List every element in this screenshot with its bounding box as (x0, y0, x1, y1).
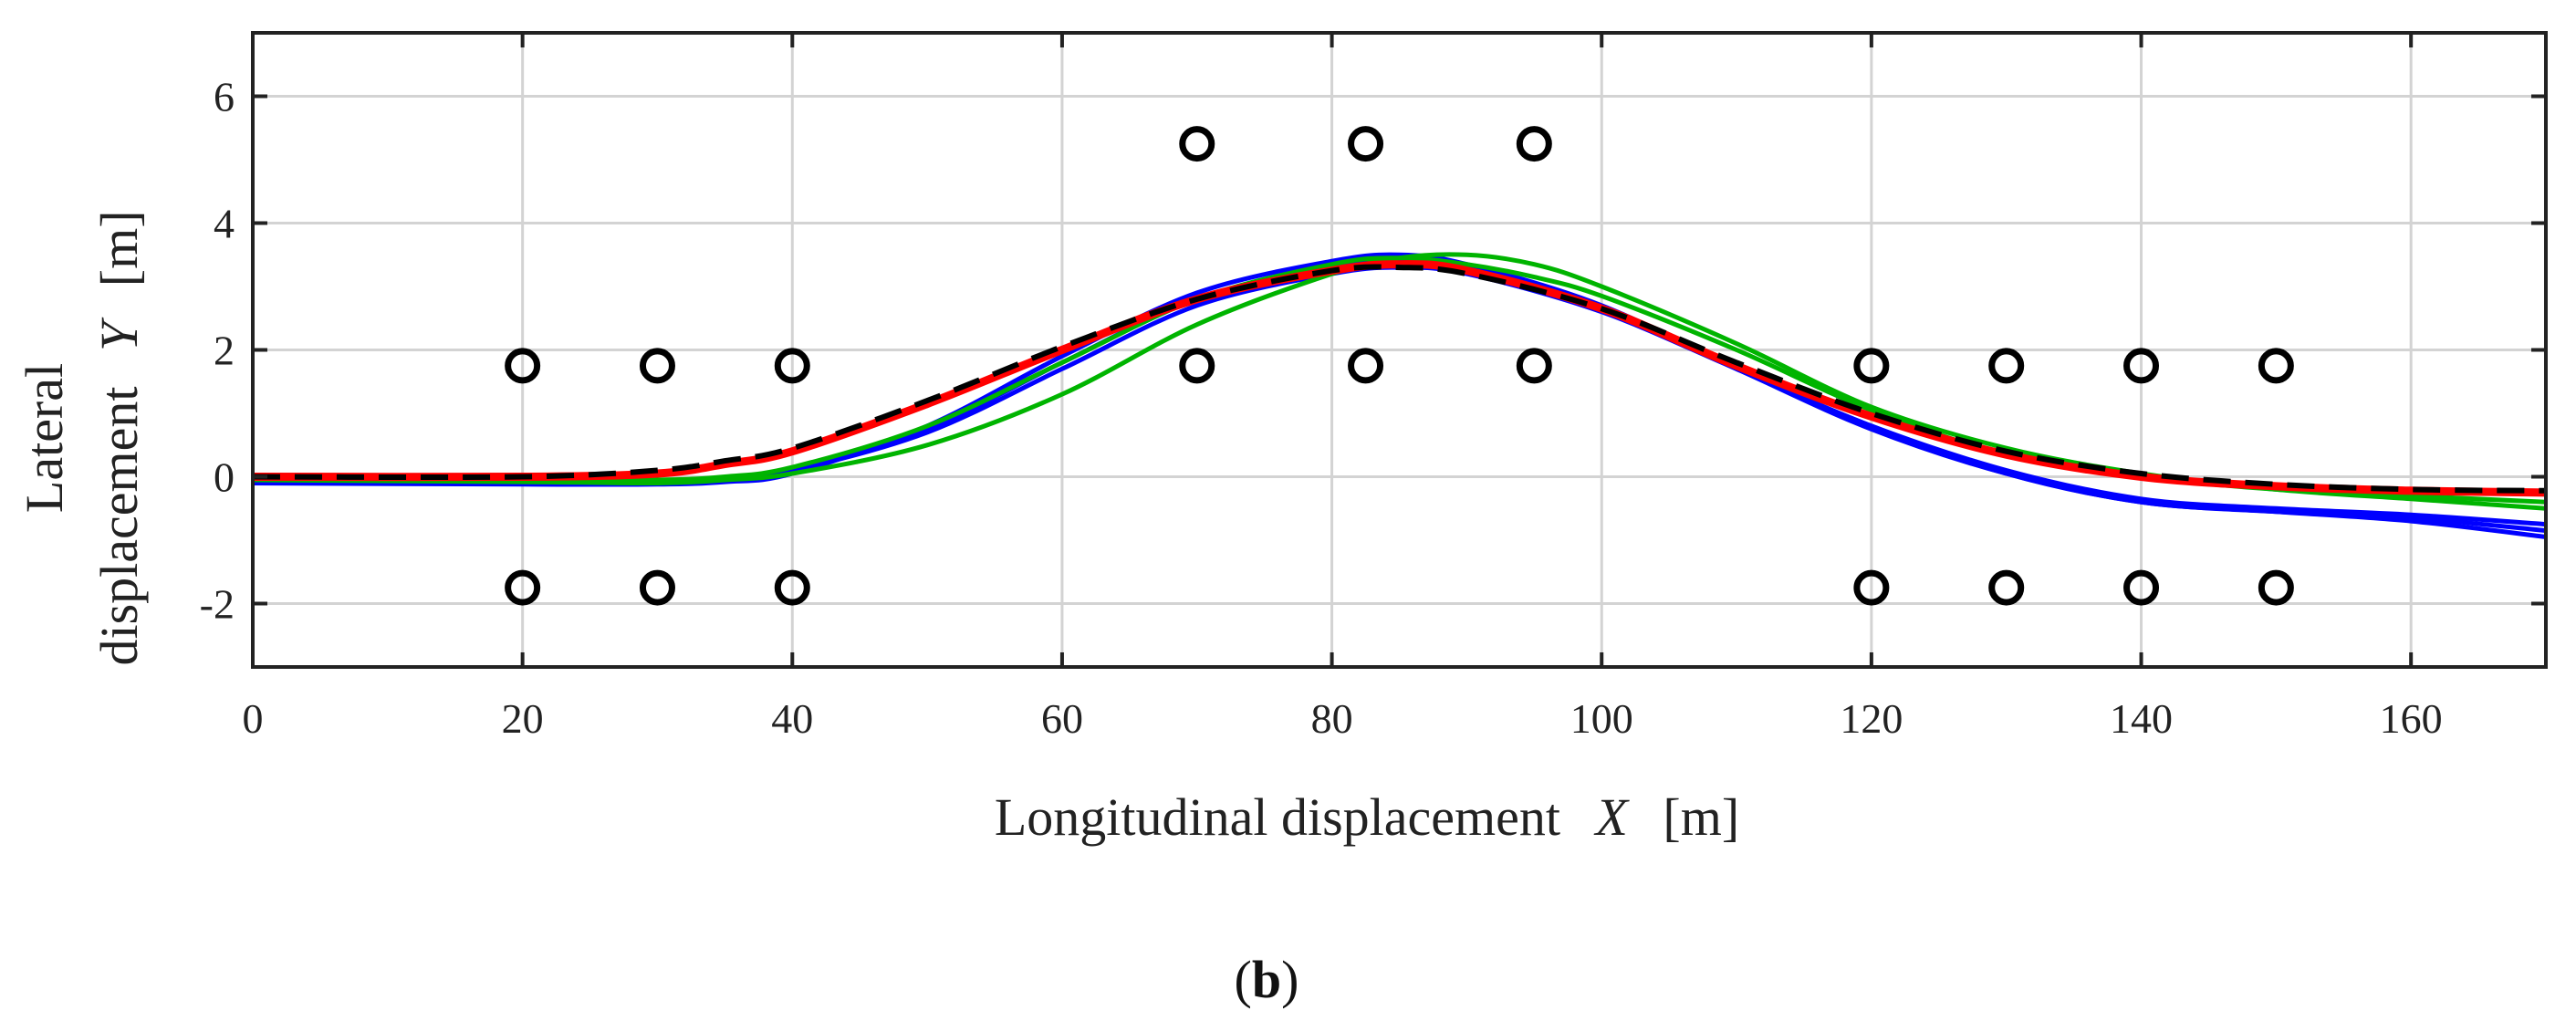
series-line-red (252, 260, 2547, 497)
x-axis-label-symbol: X (1593, 787, 1630, 847)
series-line-green-1 (252, 252, 2547, 511)
cone-marker (1988, 348, 2025, 384)
cone-marker (2123, 348, 2160, 384)
cone-marker (2258, 569, 2294, 606)
cone-marker (1516, 348, 1552, 384)
series-line-black-dashed (252, 264, 2547, 494)
cone-marker (505, 569, 541, 606)
cone-marker (1179, 348, 1215, 384)
y-tick-label: 4 (214, 201, 235, 247)
cone-marker (774, 348, 810, 384)
y-tick-label: 6 (214, 74, 235, 120)
x-tick-label: 120 (1840, 695, 1903, 742)
y-tick-label: 0 (214, 454, 235, 501)
caption-open: ( (1235, 950, 1252, 1009)
x-tick-label: 160 (2380, 695, 2443, 742)
cone-marker (774, 569, 810, 606)
cone-marker (1516, 126, 1552, 162)
x-tick-label: 20 (502, 695, 544, 742)
cone-marker (1853, 569, 1890, 606)
y-tick-label: 2 (214, 328, 235, 374)
x-axis-label-unit: [m] (1663, 787, 1739, 847)
y-axis-label-line2: displacement Y [m] (89, 210, 149, 665)
caption-letter: b (1252, 950, 1281, 1009)
figure-caption: (b) (1235, 950, 1299, 1009)
cone-marker (1179, 126, 1215, 162)
y-tick-label: -2 (200, 581, 235, 628)
x-axis-label-prefix: Longitudinal displacement (995, 787, 1560, 847)
cone-marker (1853, 348, 1890, 384)
cone-marker (639, 569, 675, 606)
x-tick-label: 100 (1570, 695, 1633, 742)
cone-markers (505, 126, 2294, 606)
x-axis-label: Longitudinal displacement X [m] (995, 787, 1739, 847)
caption-close: ) (1281, 950, 1298, 1009)
y-axis-label-line1: Lateral (15, 363, 74, 513)
cone-marker (2123, 569, 2160, 606)
series-lines (252, 252, 2547, 539)
y-axis-label-prefix: displacement (89, 387, 149, 666)
y-axis-label-unit: [m] (89, 210, 149, 287)
x-tick-label: 60 (1041, 695, 1083, 742)
x-tick-label: 40 (771, 695, 813, 742)
y-axis-label-symbol: Y (89, 317, 149, 351)
cone-marker (1348, 126, 1384, 162)
grid-lines (251, 33, 2546, 667)
axis-ticks: 0 20 40 60 80 100 120 140 160 -2 0 2 4 6 (200, 33, 2546, 742)
x-tick-label: 0 (243, 695, 264, 742)
series-line-blue-1 (252, 252, 2547, 539)
cone-marker (1988, 569, 2025, 606)
x-tick-label: 80 (1311, 695, 1353, 742)
x-tick-label: 140 (2110, 695, 2173, 742)
series-line-green-2 (253, 255, 2547, 505)
cone-marker (505, 348, 541, 384)
series-line-blue-3 (253, 258, 2547, 534)
cone-marker (1348, 348, 1384, 384)
cone-marker (639, 348, 675, 384)
cone-marker (2258, 348, 2294, 384)
